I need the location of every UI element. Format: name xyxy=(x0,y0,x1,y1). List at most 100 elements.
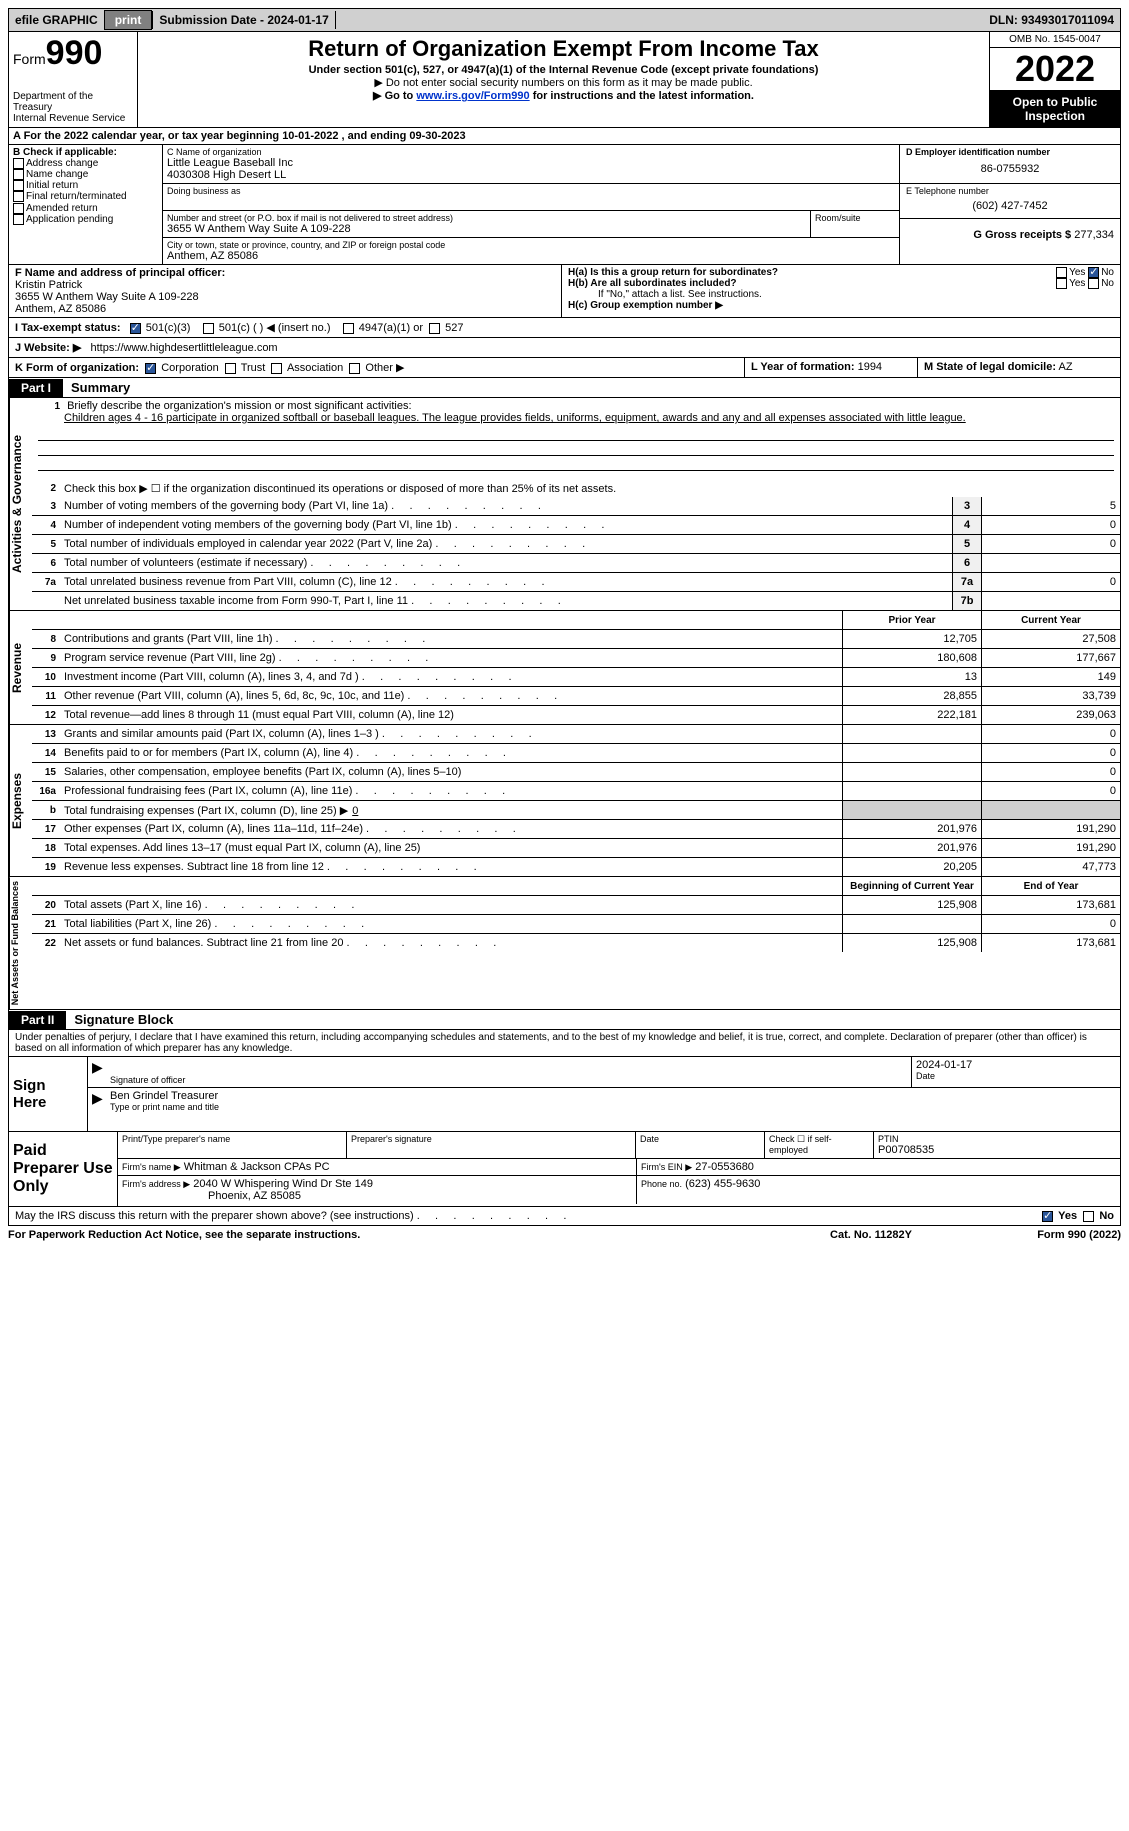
part1-label: Part I xyxy=(9,379,63,397)
org-name-1: Little League Baseball Inc xyxy=(167,157,895,169)
tel-value: (602) 427-7452 xyxy=(906,196,1114,216)
sig-officer-lbl: Signature of officer xyxy=(110,1075,907,1085)
chk-501c[interactable] xyxy=(203,323,214,334)
firm-ph-lbl: Phone no. xyxy=(641,1179,682,1189)
gross-lbl: G Gross receipts $ xyxy=(973,229,1071,241)
hb-yes[interactable] xyxy=(1056,278,1067,289)
l15-prior xyxy=(842,763,981,781)
part1-header-row: Part I Summary xyxy=(8,378,1121,398)
lbl-527: 527 xyxy=(445,322,463,334)
l11-text: Other revenue (Part VIII, column (A), li… xyxy=(60,688,842,704)
chk-assoc[interactable] xyxy=(271,363,282,374)
ha-yes[interactable] xyxy=(1056,267,1067,278)
l22-text: Net assets or fund balances. Subtract li… xyxy=(60,935,842,951)
lbl-address: Address change xyxy=(26,158,98,169)
line7a-text: Total unrelated business revenue from Pa… xyxy=(60,574,952,590)
hdr-prior: Prior Year xyxy=(842,611,981,629)
l10-prior: 13 xyxy=(842,668,981,686)
submission-date: Submission Date - 2024-01-17 xyxy=(152,11,335,29)
l9-text: Program service revenue (Part VIII, line… xyxy=(60,650,842,666)
ha-no[interactable] xyxy=(1088,267,1099,278)
l21-text: Total liabilities (Part X, line 26) xyxy=(60,916,842,932)
form-subtitle-2: ▶ Do not enter social security numbers o… xyxy=(140,76,987,89)
line7b-val xyxy=(981,592,1120,610)
l16b-text: Total fundraising expenses (Part IX, col… xyxy=(64,805,348,817)
goto-post: for instructions and the latest informat… xyxy=(530,90,754,102)
chk-amended[interactable] xyxy=(13,203,24,214)
l20-end: 173,681 xyxy=(981,896,1120,914)
l18-text: Total expenses. Add lines 13–17 (must eq… xyxy=(60,840,842,856)
addr-lbl: Number and street (or P.O. box if mail i… xyxy=(167,213,806,223)
omb-number: OMB No. 1545-0047 xyxy=(990,32,1120,48)
line4-text: Number of independent voting members of … xyxy=(60,517,952,533)
firm-addr1: 2040 W Whispering Wind Dr Ste 149 xyxy=(193,1178,373,1190)
chk-address[interactable] xyxy=(13,158,24,169)
chk-pending[interactable] xyxy=(13,214,24,225)
l8-prior: 12,705 xyxy=(842,630,981,648)
hb-text: H(b) Are all subordinates included? xyxy=(568,278,737,289)
irs-link[interactable]: www.irs.gov/Form990 xyxy=(416,90,529,102)
ein-value: 86-0755932 xyxy=(906,157,1114,181)
chk-501c3[interactable] xyxy=(130,323,141,334)
l12-prior: 222,181 xyxy=(842,706,981,724)
chk-527[interactable] xyxy=(429,323,440,334)
part2-label: Part II xyxy=(9,1011,66,1029)
cat-no: Cat. No. 11282Y xyxy=(771,1229,971,1241)
side-gov: Activities & Governance xyxy=(9,398,32,610)
chk-initial[interactable] xyxy=(13,180,24,191)
l19-prior: 20,205 xyxy=(842,858,981,876)
officer-addr2: Anthem, AZ 85086 xyxy=(15,303,555,315)
discuss-no-chk[interactable] xyxy=(1083,1211,1094,1222)
lbl-4947: 4947(a)(1) or xyxy=(359,322,423,334)
l22-begin: 125,908 xyxy=(842,934,981,952)
sign-arrow-1: ▶ xyxy=(88,1057,106,1087)
firm-addr2: Phoenix, AZ 85085 xyxy=(122,1190,632,1202)
chk-other[interactable] xyxy=(349,363,360,374)
room-lbl: Room/suite xyxy=(815,213,895,223)
l21-begin xyxy=(842,915,981,933)
line7a-val: 0 xyxy=(981,573,1120,591)
netassets-section: Net Assets or Fund Balances Beginning of… xyxy=(8,877,1121,1010)
discuss-no-lbl: No xyxy=(1099,1210,1114,1222)
signer-name: Ben Grindel Treasurer xyxy=(110,1090,1116,1102)
l-lbl: L Year of formation: xyxy=(751,361,855,373)
prep-date-lbl: Date xyxy=(640,1134,760,1144)
l9-curr: 177,667 xyxy=(981,649,1120,667)
hb-no[interactable] xyxy=(1088,278,1099,289)
l10-curr: 149 xyxy=(981,668,1120,686)
part2-title: Signature Block xyxy=(66,1010,181,1029)
hb-no-lbl: No xyxy=(1101,278,1114,289)
l22-end: 173,681 xyxy=(981,934,1120,952)
sign-section: Sign Here ▶ Signature of officer 2024-01… xyxy=(8,1057,1121,1132)
discuss-yes-chk[interactable] xyxy=(1042,1211,1053,1222)
chk-corp[interactable] xyxy=(145,363,156,374)
footer-final: For Paperwork Reduction Act Notice, see … xyxy=(8,1226,1121,1244)
l-val: 1994 xyxy=(858,361,882,373)
col-b-checkboxes: B Check if applicable: Address change Na… xyxy=(9,145,163,264)
org-name-2: 4030308 High Desert LL xyxy=(167,169,895,181)
print-button[interactable]: print xyxy=(104,10,153,30)
chk-final[interactable] xyxy=(13,191,24,202)
ha-text: H(a) Is this a group return for subordin… xyxy=(568,267,778,278)
lbl-name: Name change xyxy=(26,169,88,180)
firm-name: Whitman & Jackson CPAs PC xyxy=(184,1161,330,1173)
chk-4947[interactable] xyxy=(343,323,354,334)
preparer-header: Paid Preparer Use Only xyxy=(9,1132,118,1206)
form-title: Return of Organization Exempt From Incom… xyxy=(140,36,987,62)
chk-name[interactable] xyxy=(13,169,24,180)
discuss-yes-lbl: Yes xyxy=(1058,1210,1077,1222)
block-bcd: B Check if applicable: Address change Na… xyxy=(8,145,1121,265)
l19-curr: 47,773 xyxy=(981,858,1120,876)
firm-ein-lbl: Firm's EIN ▶ xyxy=(641,1162,692,1172)
lbl-corp: Corporation xyxy=(161,362,218,374)
chk-trust[interactable] xyxy=(225,363,236,374)
side-expenses: Expenses xyxy=(9,725,32,876)
form-word: Form xyxy=(13,51,46,67)
mission-lbl: Briefly describe the organization's miss… xyxy=(67,400,411,412)
i-lbl: I Tax-exempt status: xyxy=(15,322,121,334)
revenue-section: Revenue bPrior YearCurrent Year 8Contrib… xyxy=(8,611,1121,725)
l15-text: Salaries, other compensation, employee b… xyxy=(60,764,842,780)
firm-ph: (623) 455-9630 xyxy=(685,1178,760,1190)
firm-ein: 27-0553680 xyxy=(695,1161,754,1173)
org-address: 3655 W Anthem Way Suite A 109-228 xyxy=(167,223,806,235)
